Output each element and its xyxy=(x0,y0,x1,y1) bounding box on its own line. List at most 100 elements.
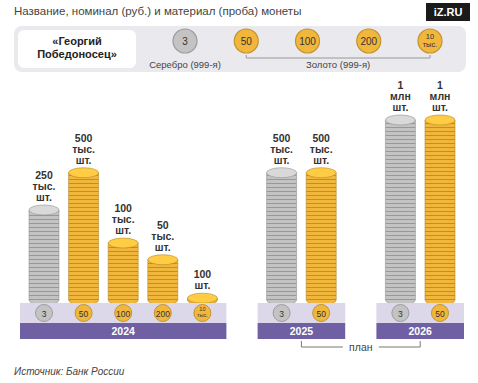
legend-title: «ГеоргийПобедоносец» xyxy=(37,35,117,60)
logo-box xyxy=(426,3,470,21)
legend-coin-label: 200 xyxy=(360,36,377,47)
stack-top xyxy=(385,115,415,125)
tick-coin xyxy=(313,305,330,322)
tick-coin xyxy=(36,305,53,322)
stack-top xyxy=(306,168,336,178)
stack-top xyxy=(108,238,138,248)
stack-body xyxy=(29,210,59,305)
data-label: 250тыс.шт. xyxy=(33,169,56,203)
group-label: 2026 xyxy=(409,325,433,337)
group-label: 2025 xyxy=(290,325,314,337)
stack-body xyxy=(267,173,297,305)
chart: Название, номинал (руб.) и материал (про… xyxy=(0,0,478,383)
stack-body xyxy=(108,243,138,305)
group-band xyxy=(20,323,226,339)
annotation-bg xyxy=(343,341,379,354)
data-label: 1млншт. xyxy=(430,79,451,113)
x-tick-label: 50 xyxy=(79,309,89,319)
logo-text: iZ.RU xyxy=(434,6,463,18)
data-label: 1млншт. xyxy=(390,79,411,113)
x-tick: 50 xyxy=(432,305,449,322)
coin-stack xyxy=(385,115,415,305)
legend-coin: 100 xyxy=(296,29,320,53)
legend-coin: 50 xyxy=(234,29,258,53)
data-label: 100шт. xyxy=(194,268,212,291)
x-tick: 50 xyxy=(313,305,330,322)
tick-coin xyxy=(432,305,449,322)
stack-top xyxy=(187,293,217,303)
legend-coin: 10тыс. xyxy=(418,29,442,53)
legend-coin-label: 10тыс. xyxy=(423,32,438,49)
stack-body xyxy=(425,120,455,305)
x-tick: 10тыс. xyxy=(194,305,211,322)
legend-coin-disc xyxy=(418,29,442,53)
stack-body xyxy=(385,120,415,305)
stack-top xyxy=(425,115,455,125)
tick-coin xyxy=(392,305,409,322)
x-tick-label: 3 xyxy=(42,309,47,319)
annotation: план xyxy=(301,341,420,354)
stack-top xyxy=(29,205,59,215)
data-label: 50тыс.шт. xyxy=(151,219,174,253)
x-tick: 100 xyxy=(115,305,132,322)
legend-coin-label: 3 xyxy=(182,36,188,47)
stack-body xyxy=(148,260,178,305)
legend-coin: 3 xyxy=(173,29,197,53)
x-tick: 3 xyxy=(273,305,290,322)
annotation-text: план xyxy=(349,341,373,353)
legend-coin-disc xyxy=(296,29,320,53)
stack-body xyxy=(69,173,99,305)
x-tick-label: 50 xyxy=(435,309,445,319)
x-tick-label: 200 xyxy=(156,309,170,319)
legend-strip xyxy=(14,26,466,72)
x-tick-label: 10тыс. xyxy=(197,306,208,318)
legend-coin: 200 xyxy=(357,29,381,53)
coin-stack xyxy=(29,205,59,305)
data-label: 100тыс.шт. xyxy=(112,202,135,236)
x-tick-label: 50 xyxy=(316,309,326,319)
coin-stack xyxy=(425,115,455,305)
tick-coin xyxy=(154,305,171,322)
tick-coin xyxy=(115,305,132,322)
legend-title-box xyxy=(18,30,136,68)
source: Источник: Банк России xyxy=(14,366,125,377)
material-bracket xyxy=(246,55,430,58)
coin-stack xyxy=(267,168,297,305)
group-band xyxy=(258,323,346,339)
legend-coin-disc xyxy=(234,29,258,53)
x-tick-label: 3 xyxy=(279,309,284,319)
stack-top xyxy=(267,168,297,178)
data-label: 500тыс.шт. xyxy=(310,132,333,166)
tick-coin xyxy=(194,305,211,322)
stack-body xyxy=(306,173,336,305)
logo: iZ.RU xyxy=(426,3,470,21)
material-label-bg xyxy=(296,59,380,70)
data-labels: 250тыс.шт. 500тыс.шт. 100тыс.шт. 50тыс.шт. 1… xyxy=(33,79,451,291)
data-label: 500тыс.шт. xyxy=(72,132,95,166)
coin-legend: «ГеоргийПобедоносец» 3 50 100 200 10тыс. Сереб… xyxy=(14,26,466,72)
material-label: Золото (999-я) xyxy=(306,59,370,70)
x-tick: 3 xyxy=(36,305,53,322)
material-label: Серебро (999-я) xyxy=(149,59,221,70)
category-band xyxy=(258,303,346,323)
category-band xyxy=(20,303,226,323)
group-band xyxy=(376,323,464,339)
stack-top xyxy=(148,255,178,265)
data-label: 500тыс.шт. xyxy=(270,132,293,166)
tick-coin xyxy=(273,305,290,322)
x-tick-label: 3 xyxy=(398,309,403,319)
x-tick: 200 xyxy=(154,305,171,322)
coin-stack xyxy=(108,238,138,305)
legend-coin-label: 50 xyxy=(241,36,253,47)
x-tick: 3 xyxy=(392,305,409,322)
title: Название, номинал (руб.) и материал (про… xyxy=(14,5,301,17)
group-label: 2024 xyxy=(112,325,136,337)
coin-stack xyxy=(69,168,99,305)
legend-coin-label: 100 xyxy=(299,36,316,47)
coin-stack xyxy=(306,168,336,305)
category-band xyxy=(376,303,464,323)
x-axis: 2024 2025 2026 3 50 100 200 10тыс. 3 50 3 50 xyxy=(20,303,464,339)
x-tick: 50 xyxy=(75,305,92,322)
stacks xyxy=(29,115,455,305)
tick-coin xyxy=(75,305,92,322)
